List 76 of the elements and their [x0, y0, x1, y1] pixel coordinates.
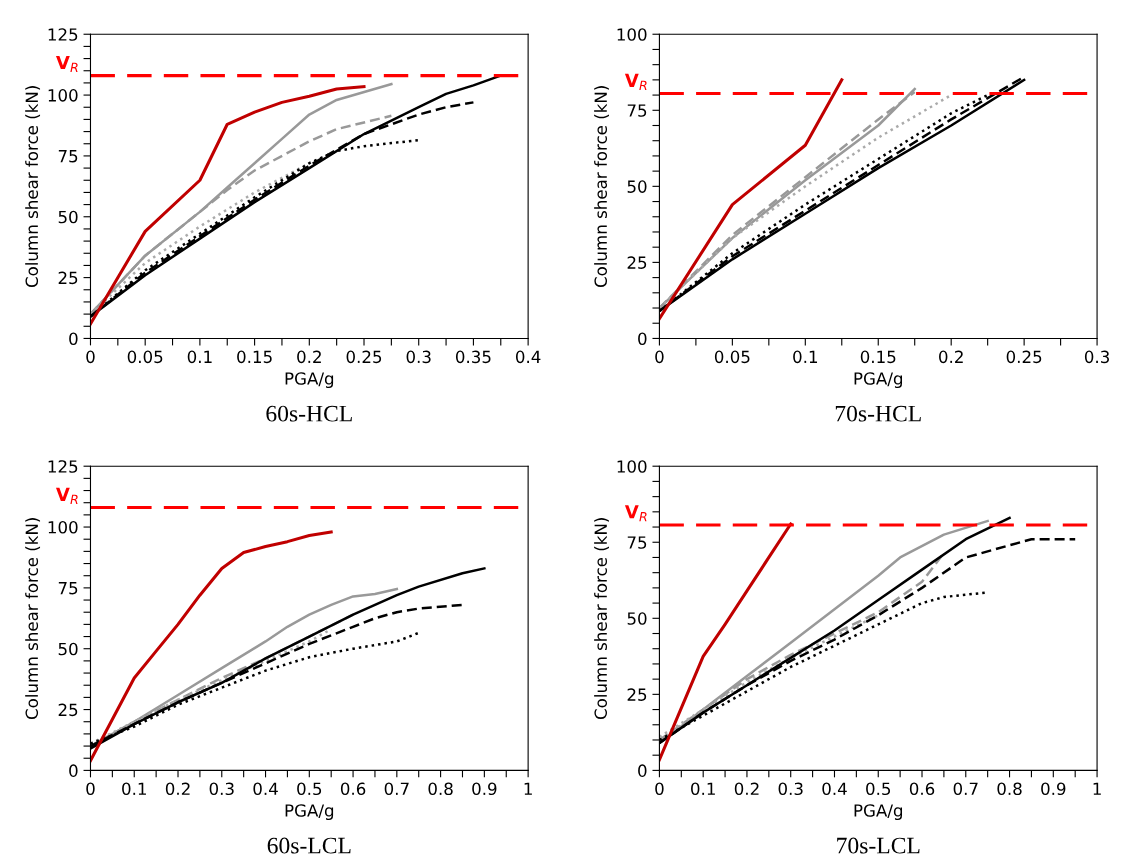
x-tick-label: 0.3	[209, 782, 234, 796]
y-tick-label: 25	[627, 688, 647, 701]
x-tick-label: 0.7	[953, 782, 978, 796]
y-tick-label: 0	[69, 764, 78, 777]
y-axis-title: Column shear force (kN)	[25, 86, 41, 288]
x-tick-label: 0.1	[187, 350, 212, 364]
x-tick-label: 0.5	[866, 782, 891, 796]
y-tick-label: 0	[638, 764, 647, 777]
x-tick-label: 0.2	[297, 350, 321, 364]
x-tick-label: 0.3	[406, 350, 431, 364]
y-tick-label: 0	[638, 332, 647, 346]
x-axis-title: PGA/g	[285, 372, 334, 389]
y-tick-label: 50	[58, 210, 78, 224]
y-tick-label: 125	[48, 28, 78, 41]
y-tick-label: 100	[48, 89, 78, 102]
x-axis-title: PGA/g	[285, 804, 334, 821]
text: 70s-HCL	[835, 405, 921, 422]
y-tick-label: 100	[617, 28, 647, 41]
y-tick-label: 125	[48, 460, 78, 473]
x-axis-title: PGA/g	[854, 372, 903, 389]
x-tick-label: 0.6	[909, 782, 935, 796]
y-tick-label: 50	[58, 642, 78, 656]
y-axis-title: Column shear force (kN)	[594, 86, 609, 288]
x-tick-label: 0.05	[714, 350, 750, 364]
x-tick-label: 0.05	[127, 350, 163, 364]
ref-line-label: V$_{R}$	[624, 73, 647, 90]
x-tick-label: 0.35	[455, 350, 491, 364]
x-tick-label: 0.9	[1041, 782, 1066, 796]
x-tick-label: 0.2	[165, 782, 190, 796]
x-tick-label: 0.4	[253, 782, 278, 796]
y-tick-label: 75	[58, 582, 78, 595]
x-axis-title: PGA/g	[854, 804, 903, 821]
x-tick-label: 0	[86, 350, 95, 364]
y-tick-label: 100	[617, 460, 647, 473]
x-tick-label: 0.2	[939, 350, 963, 364]
x-tick-label: 0.1	[793, 350, 818, 364]
x-tick-label: 0.4	[822, 782, 847, 796]
x-tick-label: 0.3	[1084, 350, 1109, 364]
y-axis-title: Column shear force (kN)	[25, 518, 41, 720]
x-tick-label: 0	[655, 350, 664, 364]
y-tick-label: 0	[69, 332, 78, 346]
y-tick-label: 75	[627, 536, 647, 549]
y-tick-label: 25	[58, 271, 78, 285]
x-tick-label: 0.15	[237, 350, 272, 364]
x-tick-label: 0.1	[691, 782, 715, 796]
x-tick-label: 0.6	[340, 782, 366, 796]
y-tick-label: 75	[58, 150, 78, 163]
y-tick-label: 100	[48, 521, 78, 534]
x-tick-label: 0.25	[346, 350, 382, 364]
x-tick-label: 0	[86, 782, 95, 796]
x-tick-label: 0.8	[997, 782, 1022, 796]
x-tick-label: 0.9	[472, 782, 497, 796]
y-tick-label: 25	[58, 703, 78, 717]
x-tick-label: 0.7	[384, 782, 409, 796]
text: 60s-LCL	[267, 837, 351, 854]
y-tick-label: 50	[627, 612, 647, 625]
y-tick-label: 50	[627, 180, 647, 193]
x-tick-label: 0.2	[734, 782, 759, 796]
x-tick-label: 1	[1093, 782, 1101, 795]
x-tick-label: 0.1	[122, 782, 146, 796]
text: 60s-HCL	[266, 405, 352, 422]
x-tick-label: 1	[524, 782, 532, 795]
x-tick-label: 0.4	[515, 350, 541, 364]
x-tick-label: 0.8	[428, 782, 453, 796]
ref-line-label: V$_{R}$	[624, 505, 647, 522]
x-tick-label: 0.25	[1006, 350, 1042, 364]
y-axis-title: Column shear force (kN)	[594, 518, 609, 720]
ref-line-label: V$_{R}$	[55, 55, 78, 73]
y-tick-label: 75	[627, 104, 647, 117]
x-tick-label: 0.5	[297, 782, 322, 796]
x-tick-label: 0.15	[860, 350, 896, 364]
y-tick-label: 25	[627, 256, 647, 269]
x-tick-label: 0.3	[778, 782, 803, 796]
text: 70s-LCL	[837, 837, 920, 854]
ref-line-label: V$_{R}$	[55, 487, 78, 504]
x-tick-label: 0	[655, 782, 664, 796]
